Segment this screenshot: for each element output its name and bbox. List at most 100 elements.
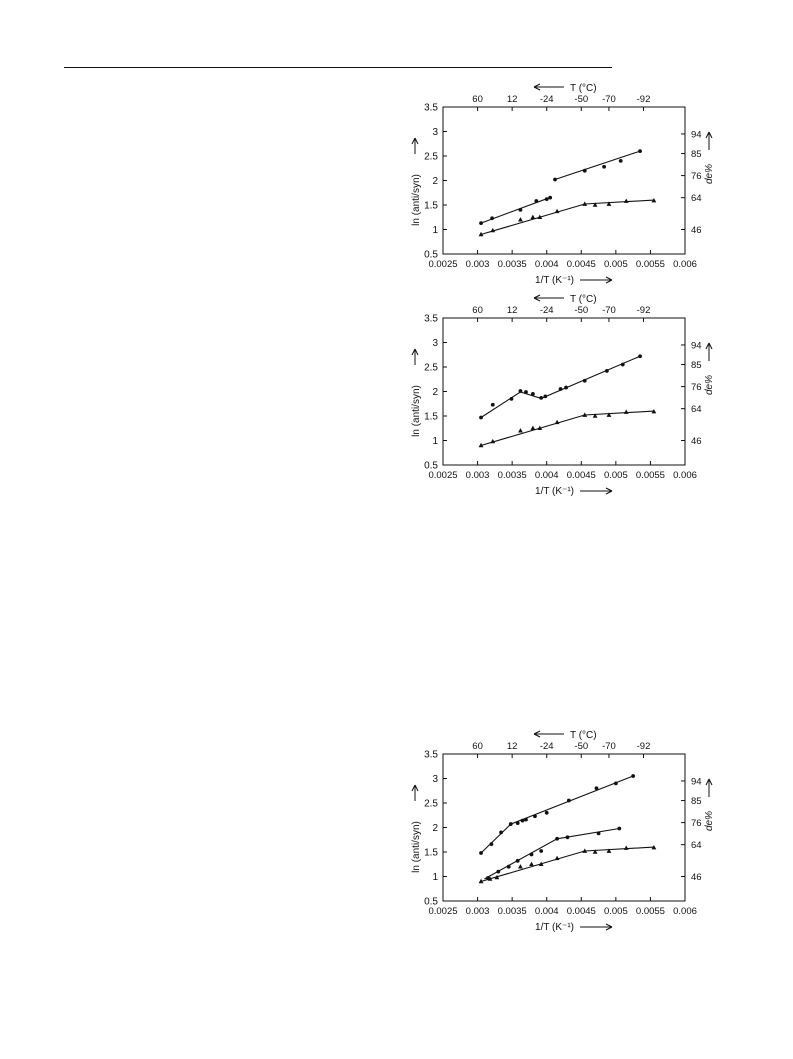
right-tick-label: 85 — [691, 360, 702, 371]
data-point-circle — [631, 774, 636, 778]
data-point-triangle — [478, 442, 484, 448]
y-tick-label: 2.5 — [424, 363, 438, 374]
data-point-triangle — [490, 438, 496, 444]
data-point-circle — [515, 821, 520, 825]
data-point-circle — [544, 810, 549, 815]
data-point-triangle — [623, 198, 629, 203]
x-tick-label: 0.0045 — [567, 470, 596, 481]
top-axis-arrowhead — [533, 730, 541, 738]
x-axis-label: 1/T (K⁻¹) — [535, 275, 574, 286]
data-point-circle — [613, 781, 618, 786]
y-tick-label: 1.5 — [424, 848, 438, 859]
x-tick-label: 0.003 — [466, 906, 490, 917]
data-point-circle — [533, 814, 537, 819]
data-point-circle — [490, 402, 495, 407]
data-point-triangle — [582, 412, 588, 417]
right-tick-label: 94 — [691, 776, 702, 787]
x-axis-arrowhead — [605, 923, 613, 931]
x-tick-label: 0.006 — [673, 259, 697, 270]
x-tick-label: 0.006 — [673, 470, 697, 481]
top-tick-label: -70 — [602, 94, 616, 105]
right-tick-label: 76 — [691, 818, 702, 829]
data-point-triangle — [623, 845, 629, 850]
x-axis-label: 1/T (K⁻¹) — [535, 486, 574, 497]
data-point-circle — [555, 836, 559, 841]
y-tick-label: 2.5 — [424, 799, 438, 810]
y-tick-label: 1.5 — [424, 201, 438, 212]
data-point-triangle — [530, 425, 536, 431]
data-point-triangle — [606, 848, 612, 853]
data-point-triangle — [554, 855, 560, 861]
data-point-circle — [566, 798, 571, 803]
data-point-circle — [582, 378, 587, 383]
top-tick-label: -92 — [637, 94, 651, 105]
x-tick-label: 0.0055 — [636, 259, 665, 270]
data-point-circle — [638, 149, 642, 153]
data-point-circle — [565, 835, 570, 840]
fit-line — [480, 355, 641, 418]
chart-panel-1: 0.5 1 1.5 2 2.5 3 3.5 0.0025 0.003 0.0035 0.004 0.0… — [395, 82, 725, 302]
data-point-circle — [618, 159, 623, 163]
x-tick-label: 0.003 — [466, 470, 490, 481]
data-point-circle — [617, 826, 622, 831]
x-tick-label: 0.005 — [604, 470, 628, 481]
right-tick-label: 46 — [691, 872, 702, 883]
plot-frame — [442, 753, 686, 902]
x-tick-label: 0.003 — [466, 259, 490, 270]
data-point-triangle — [651, 197, 657, 203]
data-point-circle — [604, 369, 609, 373]
data-point-triangle — [623, 409, 629, 414]
x-tick-label: 0.004 — [535, 470, 559, 481]
y-axis-label: ln (anti/syn) — [411, 385, 422, 437]
data-point-circle — [506, 864, 511, 869]
x-axis-label: 1/T (K⁻¹) — [535, 922, 574, 933]
right-tick-label: 46 — [691, 225, 702, 236]
data-point-circle — [596, 831, 601, 836]
data-point-triangle — [554, 419, 560, 425]
right-tick-label: 76 — [691, 382, 702, 393]
x-tick-label: 0.005 — [604, 259, 628, 270]
fit-line — [479, 410, 654, 447]
x-tick-label: 0.005 — [604, 906, 628, 917]
y-tick-label: 3.5 — [424, 314, 438, 325]
data-point-triangle — [478, 878, 484, 884]
top-axis-arrowhead — [533, 83, 541, 91]
top-tick-label: 12 — [507, 741, 518, 752]
data-point-circle — [479, 415, 483, 420]
top-axis-label: T (°C) — [570, 730, 597, 741]
y-tick-label: 3 — [432, 127, 438, 138]
x-tick-label: 0.0025 — [428, 259, 457, 270]
right-tick-label: 64 — [691, 193, 702, 204]
y-tick-label: 2 — [432, 176, 438, 187]
right-tick-label: 64 — [691, 404, 702, 415]
right-axis-arrowhead — [705, 131, 713, 139]
fit-line — [484, 827, 620, 880]
data-point-triangle — [478, 231, 484, 237]
data-point-triangle — [582, 848, 588, 853]
data-point-circle — [553, 177, 557, 182]
top-tick-label: 12 — [507, 305, 518, 316]
data-point-triangle — [554, 208, 560, 214]
y-tick-label: 1 — [432, 436, 438, 447]
data-point-circle — [508, 822, 513, 826]
header-rule — [64, 67, 612, 68]
x-tick-label: 0.0045 — [567, 906, 596, 917]
y-tick-label: 3.5 — [424, 750, 438, 761]
x-tick-label: 0.0025 — [428, 906, 457, 917]
data-point-triangle — [518, 864, 523, 869]
y-axis-arrowhead — [411, 137, 419, 145]
data-point-triangle — [537, 214, 543, 220]
top-tick-label: -24 — [540, 94, 554, 105]
data-point-circle — [582, 168, 587, 173]
data-point-circle — [524, 390, 528, 394]
right-tick-label: 85 — [691, 796, 702, 807]
x-tick-label: 0.0035 — [498, 470, 527, 481]
top-axis-label: T (°C) — [570, 294, 597, 305]
plot-frame — [442, 317, 686, 466]
data-point-triangle — [592, 202, 598, 207]
data-point-triangle — [530, 214, 536, 220]
right-tick-label: 76 — [691, 171, 702, 182]
data-point-circle — [548, 195, 553, 200]
right-axis-label: de% — [704, 811, 715, 831]
y-tick-label: 3.5 — [424, 103, 438, 114]
